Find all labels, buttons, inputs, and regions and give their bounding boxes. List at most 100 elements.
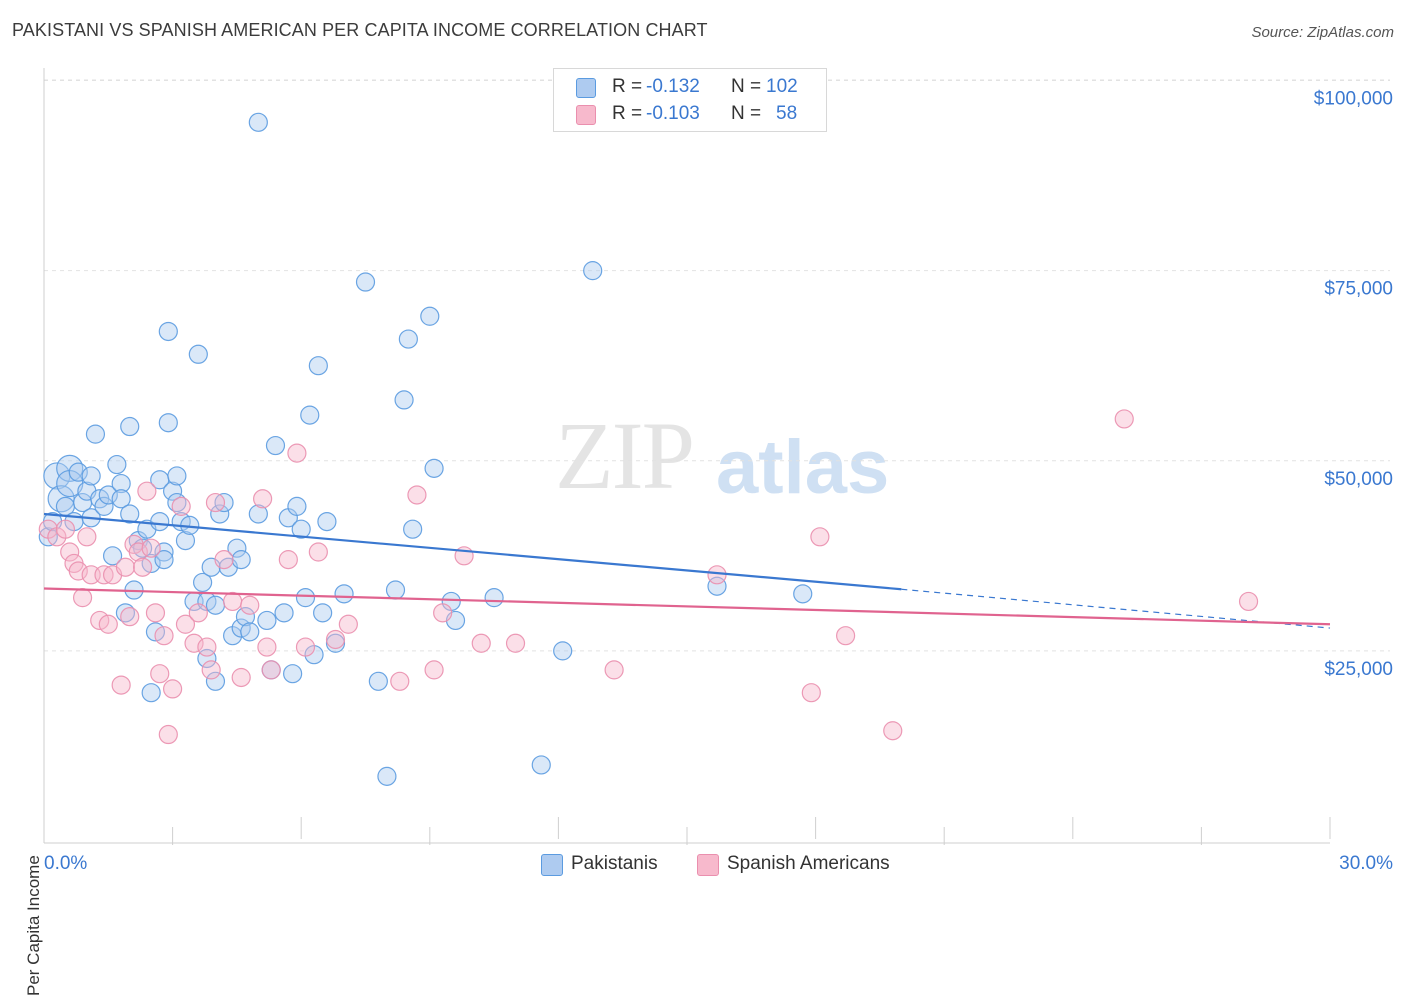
point-pakistanis (111, 473, 131, 494)
tick-labels: $25,000 $50,000 $75,000 $100,000 0.0% 30.0% (44, 89, 1393, 875)
point-pakistanis (283, 664, 303, 684)
point-spanish-americans (201, 660, 221, 680)
point-spanish-americans (240, 595, 260, 615)
point-pakistanis (85, 424, 106, 444)
point-pakistanis (227, 538, 247, 558)
point-pakistanis (231, 550, 251, 570)
point-spanish-americans (137, 481, 157, 501)
trend-line-spanish-americans (43, 587, 1331, 626)
point-pakistanis (98, 485, 118, 505)
point-spanish-americans (424, 660, 444, 680)
point-pakistanis (158, 321, 178, 342)
legend-n-label: N = (731, 76, 762, 97)
point-spanish-americans (98, 614, 118, 634)
bottom-legend-swatch-spanish-americans (697, 854, 719, 876)
legend-n-value: 102 (766, 76, 798, 97)
point-spanish-americans (60, 542, 80, 562)
y-tick-label: $75,000 (1324, 279, 1393, 300)
point-spanish-americans (231, 667, 251, 688)
point-pakistanis (583, 261, 603, 281)
point-spanish-americans (115, 557, 136, 577)
point-spanish-americans (505, 633, 526, 653)
point-pakistanis (154, 542, 174, 562)
point-pakistanis (265, 435, 286, 456)
y-tick-label: $25,000 (1324, 659, 1393, 680)
point-pakistanis (403, 519, 423, 539)
point-pakistanis (235, 607, 256, 627)
y-axis-label-wrap: Per Capita Income (18, 540, 43, 996)
point-spanish-americans (261, 660, 281, 680)
point-pakistanis (94, 496, 114, 516)
point-pakistanis (154, 550, 174, 570)
point-spanish-americans (810, 527, 830, 547)
point-spanish-americans (390, 671, 410, 691)
point-pakistanis (210, 504, 230, 524)
point-pakistanis (484, 588, 504, 608)
point-pakistanis (107, 454, 127, 475)
bottom-legend-label: Pakistanis (571, 853, 658, 874)
point-pakistanis (120, 416, 140, 437)
point-spanish-americans (257, 637, 277, 657)
legend-r-label: R = (612, 103, 643, 124)
point-spanish-americans (278, 550, 298, 570)
legend-n-label: N = (731, 103, 762, 124)
point-pakistanis (120, 504, 140, 524)
point-spanish-americans (836, 626, 856, 646)
point-pakistanis (248, 504, 268, 524)
legend-swatch-spanish-americans (576, 105, 596, 125)
point-spanish-americans (72, 588, 93, 608)
point-pakistanis (188, 344, 208, 364)
point-pakistanis (394, 390, 414, 410)
y-axis-label: Per Capita Income (24, 855, 43, 996)
point-pakistanis (313, 603, 333, 623)
point-pakistanis (300, 405, 320, 425)
point-pakistanis (81, 466, 101, 486)
point-spanish-americans (150, 664, 170, 684)
point-pakistanis (553, 641, 573, 661)
point-spanish-americans (325, 629, 346, 650)
point-spanish-americans (77, 527, 97, 547)
point-spanish-americans (128, 542, 148, 562)
point-spanish-americans (188, 603, 208, 623)
point-spanish-americans (175, 614, 196, 634)
point-pakistanis (355, 272, 376, 292)
point-pakistanis (531, 755, 551, 775)
point-spanish-americans (707, 565, 727, 585)
point-pakistanis (424, 458, 444, 478)
point-pakistanis (287, 496, 307, 516)
point-spanish-americans (253, 489, 273, 509)
watermark-atlas: atlas (716, 425, 890, 510)
point-spanish-americans (154, 626, 174, 646)
point-pakistanis (377, 766, 397, 786)
point-spanish-americans (223, 591, 243, 612)
point-spanish-americans (308, 542, 328, 562)
point-pakistanis (793, 584, 813, 604)
legend-n-value: 58 (776, 103, 798, 124)
point-pakistanis (111, 489, 131, 509)
point-pakistanis (167, 466, 187, 486)
point-pakistanis (420, 306, 440, 326)
y-tick-label: $50,000 (1324, 469, 1393, 490)
x-tick-label: 0.0% (44, 853, 87, 874)
point-spanish-americans (55, 519, 76, 539)
point-pakistanis (385, 580, 406, 600)
point-pakistanis (193, 572, 213, 593)
point-pakistanis (248, 112, 268, 132)
point-spanish-americans (214, 550, 234, 570)
legend-swatch-pakistanis (576, 78, 596, 98)
point-pakistanis (68, 462, 88, 482)
point-spanish-americans (471, 633, 491, 653)
point-spanish-americans (295, 637, 316, 657)
point-pakistanis (291, 519, 311, 539)
point-pakistanis (102, 546, 123, 566)
point-spanish-americans (197, 637, 217, 657)
point-pakistanis (240, 622, 260, 642)
point-pakistanis (163, 481, 183, 501)
point-spanish-americans (604, 660, 624, 680)
trend-line-pakistanis (43, 512, 902, 591)
point-spanish-americans (68, 561, 88, 581)
point-pakistanis (175, 531, 196, 551)
point-spanish-americans (801, 683, 821, 703)
page-title: PAKISTANI VS SPANISH AMERICAN PER CAPITA… (12, 20, 708, 40)
legend-r-label: R = (612, 76, 643, 97)
